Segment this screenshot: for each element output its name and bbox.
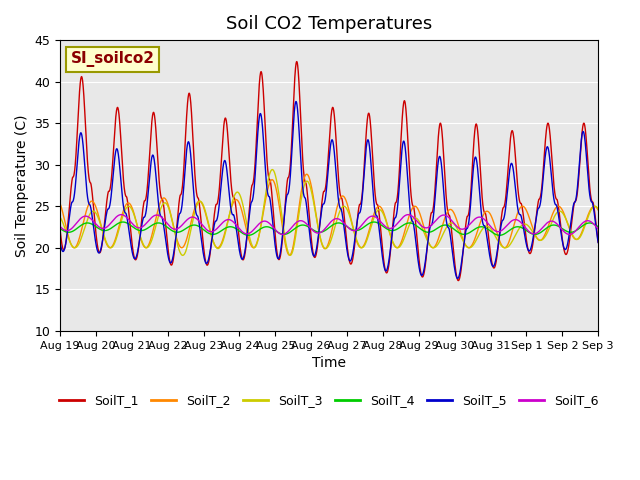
SoilT_5 (526, 248, 534, 253)
SoilT_4 (263, 224, 271, 229)
SoilT_5 (454, 276, 461, 281)
SoilT_1 (286, 168, 294, 173)
SoilT_2 (595, 207, 602, 213)
Line: SoilT_1: SoilT_1 (60, 61, 598, 281)
SoilT_1 (526, 251, 534, 256)
SoilT_4 (495, 232, 503, 238)
SoilT_5 (262, 181, 270, 187)
SoilT_4 (56, 226, 64, 231)
Legend: SoilT_1, SoilT_2, SoilT_3, SoilT_4, SoilT_5, SoilT_6: SoilT_1, SoilT_2, SoilT_3, SoilT_4, Soil… (54, 389, 604, 412)
SoilT_1 (293, 59, 301, 64)
SoilT_6 (584, 218, 592, 224)
SoilT_1 (118, 147, 125, 153)
SoilT_1 (150, 109, 157, 115)
SoilT_1 (56, 227, 64, 233)
Line: SoilT_3: SoilT_3 (60, 169, 598, 255)
SoilT_5 (595, 240, 602, 245)
SoilT_2 (118, 214, 125, 220)
Line: SoilT_6: SoilT_6 (60, 215, 598, 234)
SoilT_4 (118, 219, 125, 225)
SoilT_6 (56, 224, 64, 229)
Title: Soil CO2 Temperatures: Soil CO2 Temperatures (226, 15, 432, 33)
SoilT_2 (584, 213, 592, 218)
SoilT_2 (56, 201, 64, 206)
SoilT_6 (262, 218, 270, 224)
SoilT_3 (584, 215, 592, 220)
SoilT_2 (150, 226, 157, 232)
SoilT_3 (595, 206, 602, 212)
SoilT_6 (118, 212, 125, 217)
SoilT_2 (286, 252, 294, 258)
SoilT_2 (286, 252, 294, 258)
SoilT_2 (303, 171, 310, 177)
SoilT_3 (118, 217, 125, 223)
SoilT_2 (526, 217, 534, 223)
SoilT_4 (119, 219, 127, 225)
SoilT_5 (118, 185, 125, 191)
SoilT_4 (526, 230, 534, 236)
SoilT_4 (286, 229, 294, 235)
SoilT_6 (286, 227, 294, 232)
SoilT_3 (286, 252, 294, 258)
SoilT_6 (526, 229, 534, 235)
Y-axis label: Soil Temperature (C): Soil Temperature (C) (15, 114, 29, 257)
SoilT_4 (150, 221, 157, 227)
SoilT_1 (595, 240, 602, 245)
SoilT_1 (584, 161, 592, 167)
SoilT_5 (584, 174, 592, 180)
SoilT_4 (584, 220, 592, 226)
SoilT_5 (56, 240, 64, 245)
X-axis label: Time: Time (312, 356, 346, 370)
Line: SoilT_4: SoilT_4 (60, 222, 598, 235)
SoilT_3 (56, 214, 64, 220)
SoilT_6 (595, 226, 602, 232)
SoilT_3 (179, 252, 186, 258)
SoilT_6 (566, 231, 573, 237)
Line: SoilT_5: SoilT_5 (60, 101, 598, 278)
Line: SoilT_2: SoilT_2 (60, 174, 598, 255)
SoilT_3 (263, 185, 271, 191)
SoilT_5 (150, 153, 157, 159)
SoilT_3 (526, 225, 534, 231)
Text: SI_soilco2: SI_soilco2 (71, 51, 155, 67)
SoilT_1 (262, 149, 270, 155)
SoilT_5 (292, 98, 300, 104)
SoilT_3 (269, 167, 276, 172)
SoilT_4 (595, 224, 602, 229)
SoilT_3 (150, 232, 157, 238)
SoilT_6 (150, 213, 157, 219)
SoilT_6 (404, 212, 412, 217)
SoilT_5 (286, 180, 294, 185)
SoilT_1 (454, 278, 462, 284)
SoilT_2 (262, 192, 270, 198)
